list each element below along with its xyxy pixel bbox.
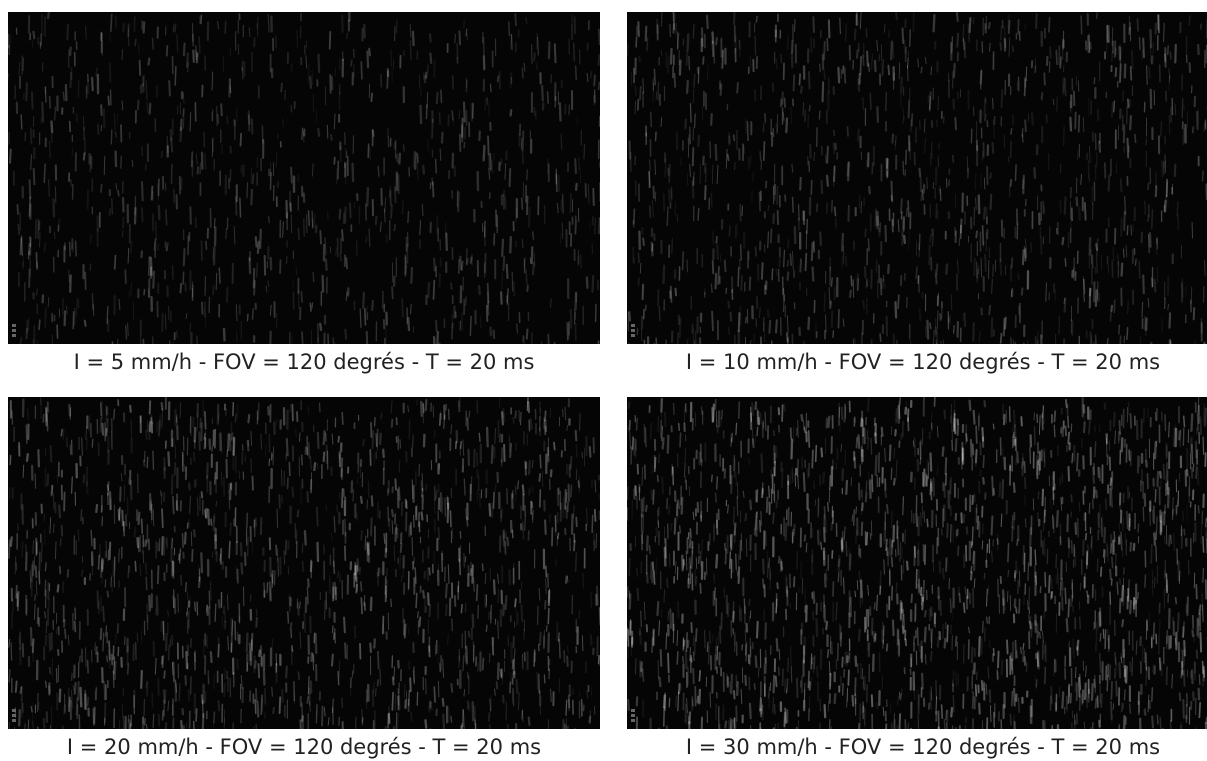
panel-caption: I = 5 mm/h - FOV = 120 degrés - T = 20 m… <box>8 348 600 376</box>
panel-caption: I = 20 mm/h - FOV = 120 degrés - T = 20 … <box>8 733 600 761</box>
rain-image <box>627 12 1207 344</box>
panel-caption: I = 30 mm/h - FOV = 120 degrés - T = 20 … <box>627 733 1207 761</box>
panel-rain-5: I = 5 mm/h - FOV = 120 degrés - T = 20 m… <box>8 12 600 344</box>
panel-rain-10: I = 10 mm/h - FOV = 120 degrés - T = 20 … <box>627 12 1207 344</box>
panel-caption: I = 10 mm/h - FOV = 120 degrés - T = 20 … <box>627 348 1207 376</box>
rain-image <box>627 397 1207 729</box>
rain-image <box>8 12 600 344</box>
panel-rain-20: I = 20 mm/h - FOV = 120 degrés - T = 20 … <box>8 397 600 729</box>
panel-rain-30: I = 30 mm/h - FOV = 120 degrés - T = 20 … <box>627 397 1207 729</box>
rain-image <box>8 397 600 729</box>
